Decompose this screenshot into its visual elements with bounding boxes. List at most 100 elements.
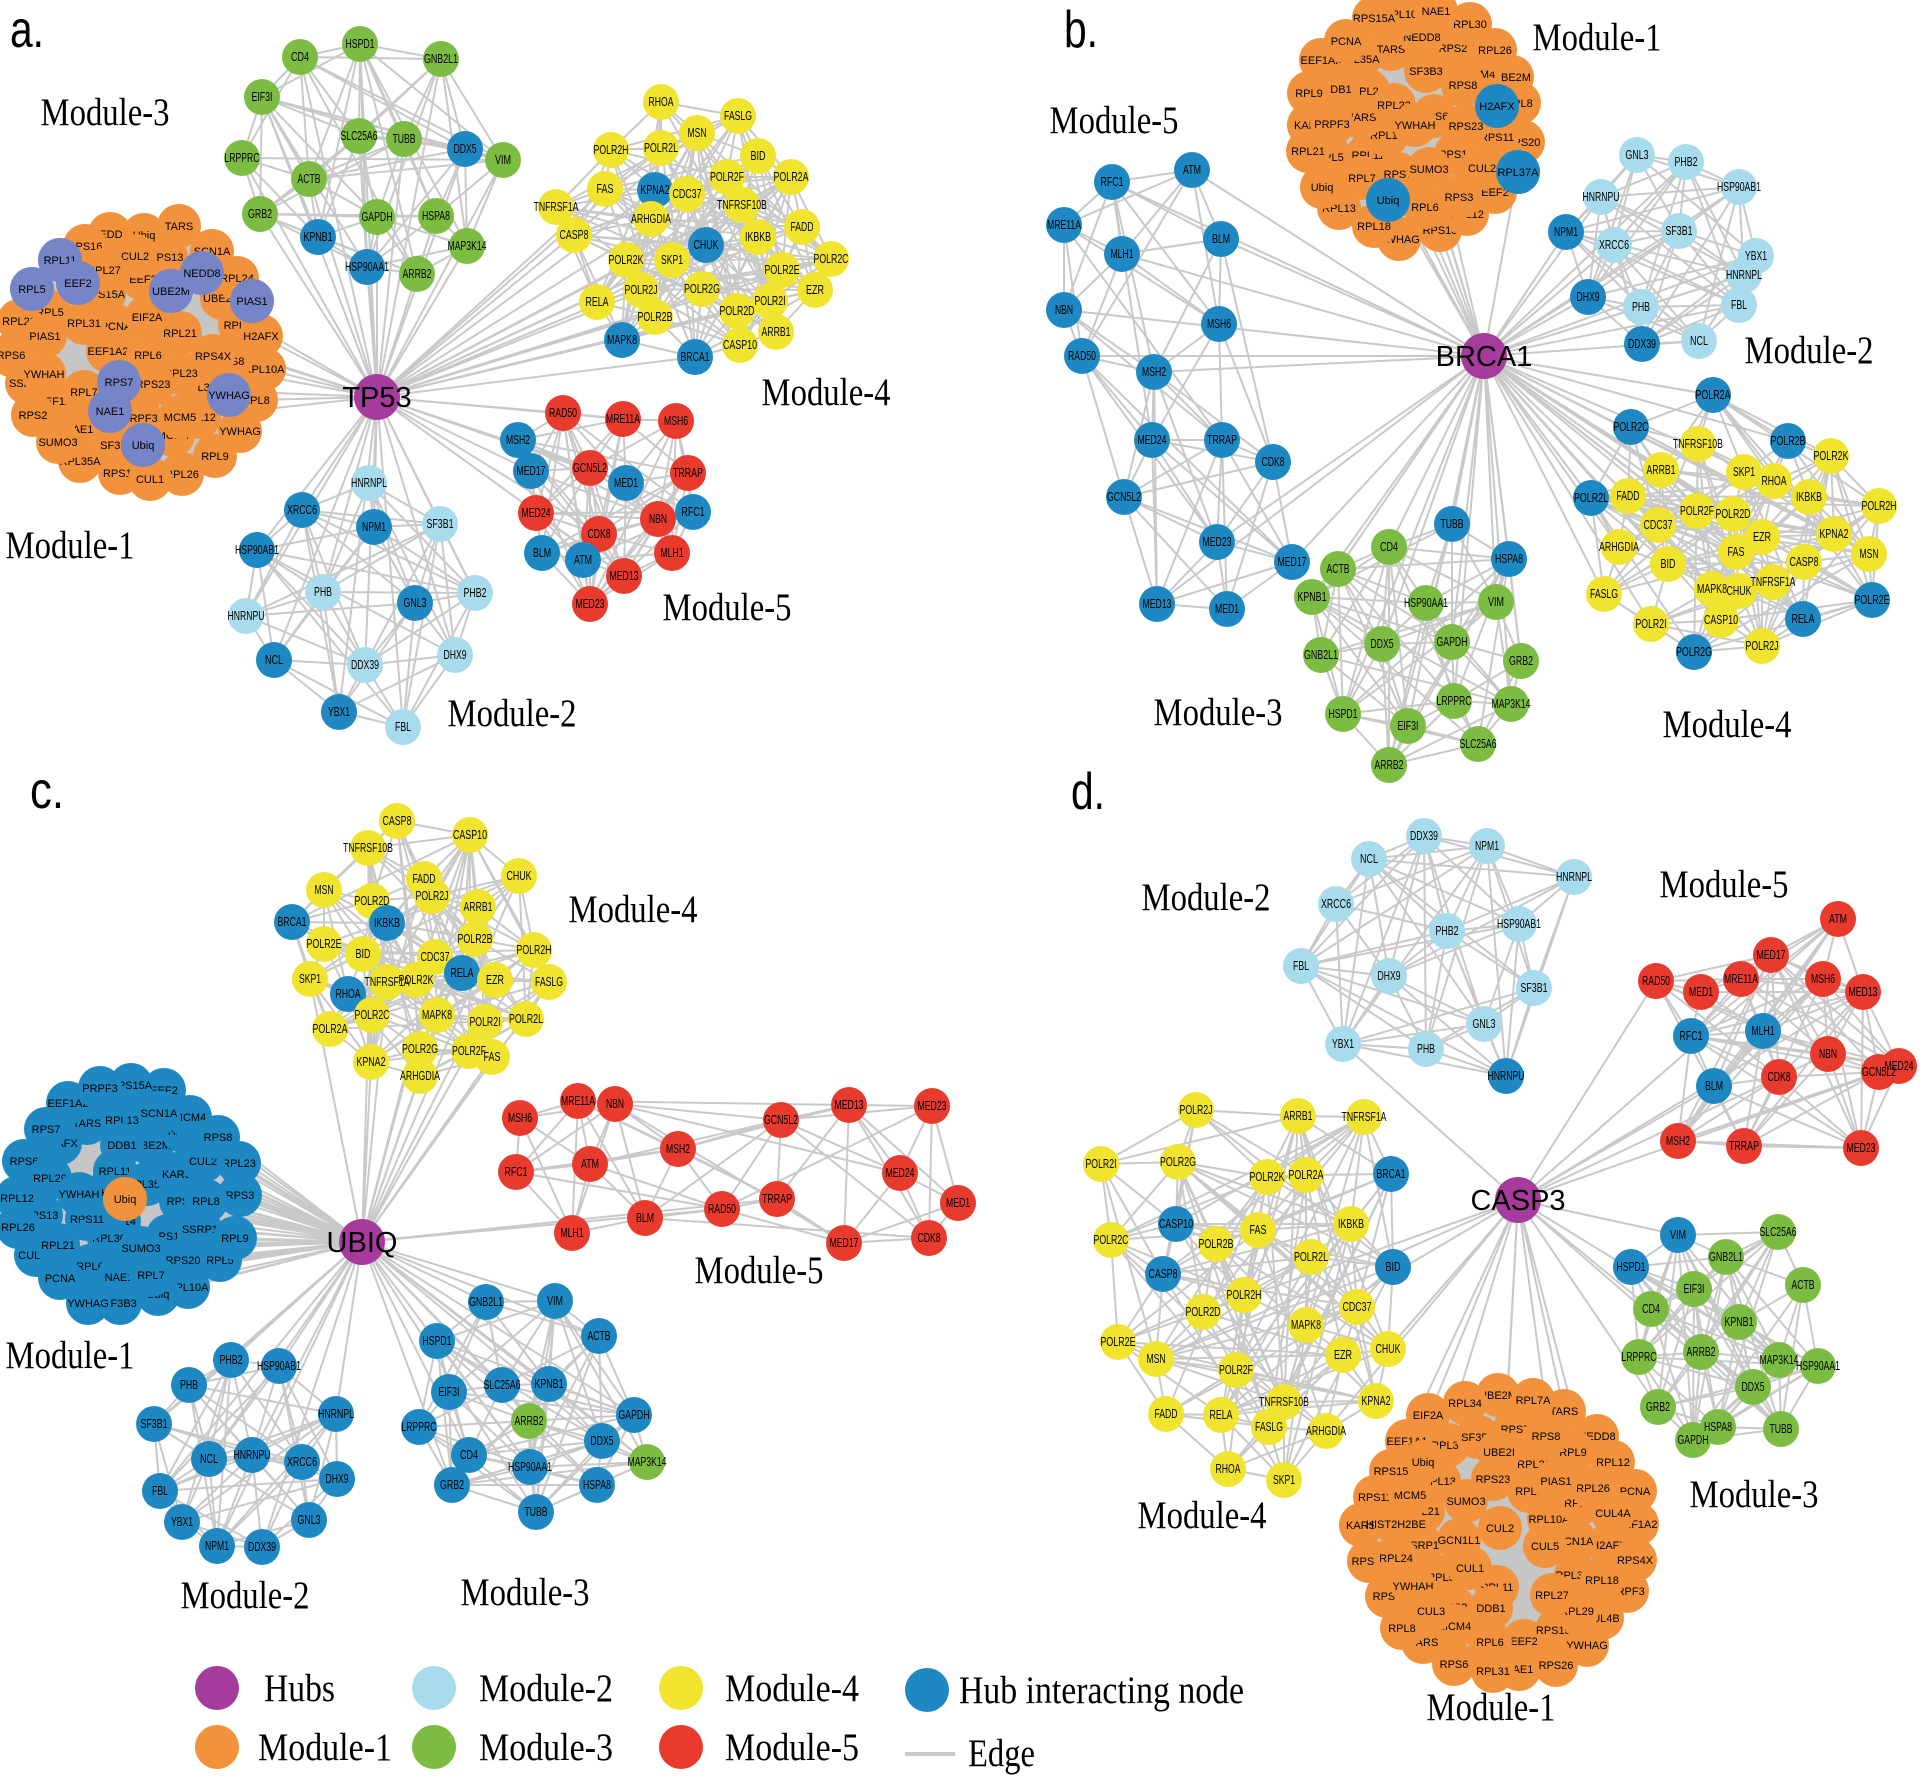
svg-text:HNRNPU: HNRNPU	[1488, 1069, 1525, 1083]
svg-text:YBX1: YBX1	[328, 705, 350, 719]
svg-text:PHB2: PHB2	[1675, 155, 1698, 169]
svg-text:RPL6: RPL6	[134, 350, 162, 362]
svg-text:CHUK: CHUK	[1376, 1342, 1401, 1356]
svg-text:RPS7: RPS7	[32, 1124, 61, 1136]
svg-text:CDC37: CDC37	[1644, 518, 1673, 532]
svg-text:POLR2A: POLR2A	[1696, 388, 1731, 402]
svg-text:d.: d.	[1071, 763, 1105, 821]
svg-text:RPL8: RPL8	[1388, 1623, 1416, 1635]
svg-text:KARS: KARS	[1346, 1520, 1376, 1532]
svg-text:EZR: EZR	[806, 283, 824, 297]
svg-text:RPL31: RPL31	[67, 318, 101, 330]
svg-text:MED13: MED13	[835, 1098, 864, 1112]
svg-text:VIM: VIM	[1670, 1228, 1686, 1242]
svg-text:POLR2L: POLR2L	[1574, 491, 1608, 505]
svg-text:RELA: RELA	[586, 295, 609, 309]
svg-text:FADD: FADD	[791, 220, 814, 234]
svg-text:HSP90AA1: HSP90AA1	[1404, 596, 1448, 610]
svg-text:SF3B1: SF3B1	[1521, 981, 1548, 995]
svg-text:ARHGDIA: ARHGDIA	[400, 1069, 440, 1083]
svg-text:POLR2L: POLR2L	[644, 141, 678, 155]
svg-text:GNL3: GNL3	[298, 1513, 321, 1527]
svg-text:Module-3: Module-3	[1154, 691, 1283, 734]
svg-text:NEDD8: NEDD8	[1403, 32, 1440, 44]
svg-text:ARRB2: ARRB2	[515, 1414, 544, 1428]
svg-text:TNFRSF1A: TNFRSF1A	[1751, 575, 1796, 589]
svg-text:EEF1A2: EEF1A2	[48, 1098, 89, 1110]
svg-text:Module-1: Module-1	[6, 524, 135, 567]
svg-text:XRCC6: XRCC6	[1321, 897, 1351, 911]
svg-text:CDC37: CDC37	[421, 950, 450, 964]
svg-text:RELA: RELA	[451, 966, 474, 980]
svg-text:MLH1: MLH1	[1752, 1024, 1775, 1038]
svg-text:RPL7A: RPL7A	[1516, 1395, 1552, 1407]
svg-text:Module-2: Module-2	[1142, 876, 1271, 919]
svg-text:RPS8: RPS8	[204, 1132, 233, 1144]
svg-text:MAP3K14: MAP3K14	[1492, 697, 1531, 711]
svg-text:RPL10A: RPL10A	[244, 364, 286, 376]
svg-text:PCNA: PCNA	[101, 321, 132, 333]
svg-text:Module-5: Module-5	[1050, 99, 1179, 142]
svg-text:NPM1: NPM1	[1475, 839, 1499, 853]
svg-text:RPS8: RPS8	[1449, 80, 1478, 92]
svg-text:SUMO3: SUMO3	[1409, 164, 1448, 176]
svg-text:FBL: FBL	[1731, 298, 1747, 312]
svg-text:MSH6: MSH6	[664, 414, 688, 428]
svg-text:Ubiq: Ubiq	[1412, 1457, 1435, 1469]
svg-text:FASLG: FASLG	[724, 109, 752, 123]
svg-text:EIF2A: EIF2A	[132, 312, 163, 324]
svg-text:Module-5: Module-5	[1660, 863, 1789, 906]
svg-text:RHOA: RHOA	[649, 95, 674, 109]
svg-text:POLR2G: POLR2G	[684, 282, 720, 296]
svg-text:MAPK8: MAPK8	[1697, 582, 1727, 596]
svg-text:Module-5: Module-5	[725, 1726, 859, 1769]
svg-text:CASP8: CASP8	[1149, 1267, 1178, 1281]
svg-text:MED13: MED13	[1849, 985, 1878, 999]
svg-text:BRCA1: BRCA1	[1436, 341, 1533, 373]
svg-text:GNL3: GNL3	[1626, 148, 1649, 162]
svg-text:DDX39: DDX39	[248, 1540, 276, 1554]
svg-text:DHX9: DHX9	[326, 1472, 349, 1486]
svg-text:TUBB: TUBB	[393, 132, 416, 146]
svg-text:TARS: TARS	[165, 221, 194, 233]
svg-text:TRRAP: TRRAP	[1207, 433, 1237, 447]
svg-text:RPS2: RPS2	[19, 410, 48, 422]
svg-text:RPL9: RPL9	[221, 1233, 249, 1245]
svg-text:CDC37: CDC37	[673, 187, 702, 201]
svg-text:POLR2G: POLR2G	[1676, 645, 1712, 659]
svg-text:SLC25A6: SLC25A6	[1460, 737, 1497, 751]
svg-text:NCL: NCL	[1360, 852, 1378, 866]
svg-text:MSH2: MSH2	[1666, 1134, 1690, 1148]
svg-text:YWHAG: YWHAG	[219, 426, 261, 438]
svg-text:BLM: BLM	[1212, 232, 1230, 246]
svg-text:POLR2I: POLR2I	[470, 1015, 501, 1029]
svg-text:RPL26: RPL26	[165, 469, 199, 481]
svg-text:CDK8: CDK8	[588, 527, 611, 541]
svg-text:XRCC6: XRCC6	[1599, 238, 1629, 252]
svg-text:CUL2: CUL2	[1486, 1523, 1514, 1535]
svg-text:RPS23: RPS23	[1449, 121, 1484, 133]
svg-text:POLR2F: POLR2F	[710, 170, 744, 184]
svg-text:MED23: MED23	[918, 1099, 947, 1113]
svg-text:FADD: FADD	[1617, 489, 1640, 503]
svg-text:FBL: FBL	[152, 1484, 168, 1498]
svg-text:GRB2: GRB2	[1509, 654, 1533, 668]
svg-text:MAPK8: MAPK8	[1291, 1318, 1321, 1332]
svg-text:KPNB1: KPNB1	[304, 230, 333, 244]
svg-text:PIAS1: PIAS1	[29, 331, 60, 343]
svg-text:NPM1: NPM1	[205, 1539, 229, 1553]
svg-text:EIF2A: EIF2A	[1413, 1410, 1444, 1422]
svg-text:PCNA: PCNA	[1331, 36, 1362, 48]
svg-text:HSP90AB1: HSP90AB1	[257, 1359, 301, 1373]
svg-text:FAS: FAS	[1728, 545, 1745, 559]
svg-text:MSH2: MSH2	[666, 1142, 690, 1156]
svg-text:POLR2G: POLR2G	[1160, 1155, 1196, 1169]
svg-text:Module-5: Module-5	[663, 586, 792, 629]
svg-text:RPS23: RPS23	[1476, 1474, 1511, 1486]
svg-text:HNRNPU: HNRNPU	[1583, 190, 1620, 204]
svg-text:NPM1: NPM1	[362, 520, 386, 534]
svg-text:RAD50: RAD50	[1068, 349, 1096, 363]
svg-text:POLR2B: POLR2B	[638, 310, 673, 324]
svg-text:DDX5: DDX5	[591, 1434, 614, 1448]
svg-text:Module-2: Module-2	[1745, 329, 1874, 372]
